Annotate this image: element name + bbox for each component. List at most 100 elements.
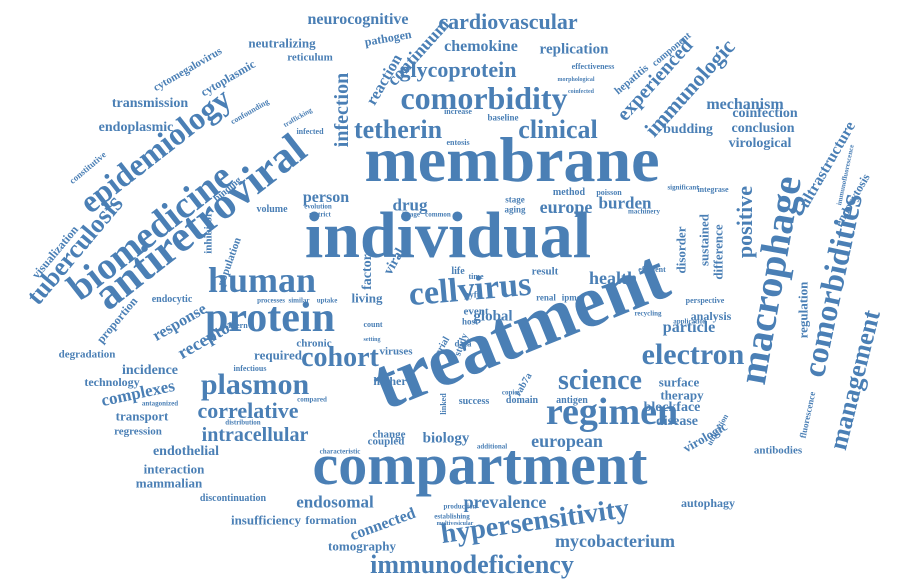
word-positive: positive	[732, 185, 757, 259]
word-disorder: disorder	[673, 226, 689, 274]
word-discontinuation: discontinuation	[199, 493, 267, 504]
word-endosomal: endosomal	[296, 492, 374, 512]
word-tomography: tomography	[328, 538, 396, 554]
word-difference: difference	[710, 224, 726, 280]
word-coinfection: coinfection	[732, 106, 798, 121]
word-application: application	[673, 317, 707, 326]
word-domain: domain	[505, 395, 539, 406]
word-setting: setting	[363, 337, 381, 343]
word-change: change	[372, 428, 406, 441]
word-required: required	[254, 347, 302, 363]
word-neurocognitive: neurocognitive	[307, 11, 409, 28]
word-linked: linked	[439, 393, 448, 415]
word-renal: renal	[536, 292, 556, 303]
word-antagonized: antagonized	[141, 399, 179, 408]
word-transmission: transmission	[111, 96, 189, 111]
word-volume: volume	[256, 204, 288, 215]
word-entosis: entosis	[446, 138, 470, 147]
word-common: common	[425, 210, 451, 219]
word-replication: replication	[539, 41, 609, 58]
word-copies: copies	[501, 388, 521, 397]
word-poisson: poisson	[596, 188, 622, 197]
word-analysis: analysis	[690, 309, 732, 323]
word-mycobacterium: mycobacterium	[555, 531, 675, 551]
word-processes: processes	[257, 296, 285, 305]
word-science: science	[558, 365, 642, 396]
word-disease: disease	[656, 414, 698, 429]
word-perspective: perspective	[685, 296, 725, 305]
word-method: method	[552, 187, 586, 198]
word-ipmcs: ipmcs	[561, 292, 585, 303]
word-incidence: incidence	[122, 363, 178, 378]
word-therapy: therapy	[660, 387, 704, 403]
word-membrane: membrane	[364, 124, 660, 195]
word-interaction: interaction	[143, 461, 205, 477]
word-infectious: infectious	[233, 364, 267, 373]
word-intracellular: intracellular	[201, 424, 309, 446]
word-result: result	[531, 265, 559, 278]
word-characteristic: characteristic	[319, 447, 361, 456]
word-data: data	[454, 338, 472, 349]
word-additional: additional	[476, 442, 508, 451]
word-distribution: distribution	[225, 418, 261, 427]
word-infected: infected	[296, 127, 324, 136]
word-endocytic: endocytic	[151, 294, 193, 305]
word-endothelial: endothelial	[152, 444, 220, 459]
word-formation: formation	[305, 513, 357, 527]
word-evolution: evolution	[304, 202, 332, 211]
word-antigen: antigen	[556, 395, 588, 406]
word-morphological: morphological	[557, 77, 595, 83]
word-success: success	[458, 396, 490, 407]
word-count: count	[363, 320, 383, 329]
word-antibodies: antibodies	[753, 444, 803, 457]
word-time: time	[468, 272, 484, 281]
word-insufficiency: insufficiency	[230, 512, 302, 528]
word-trafficking: trafficking	[281, 106, 314, 130]
word-prevalence: prevalence	[463, 492, 547, 512]
word-global: global	[473, 308, 513, 325]
word-similar: similar	[288, 296, 310, 305]
word-burden: burden	[598, 193, 652, 213]
word-establishing: establishing	[434, 512, 470, 521]
word-efficient: efficient	[638, 265, 666, 274]
word-image: image	[402, 210, 420, 219]
word-higher: higher	[373, 374, 407, 388]
word-living: living	[351, 290, 383, 306]
word-baseline: baseline	[487, 112, 519, 123]
word-inhibitor: inhibitor	[202, 212, 215, 254]
word-effectiveness: effectiveness	[571, 62, 615, 71]
word-correlative: correlative	[197, 398, 299, 423]
word-cardiovascular: cardiovascular	[438, 9, 578, 34]
word-production: production	[443, 502, 477, 511]
word-aging: aging	[504, 204, 526, 215]
word-drug: drug	[392, 195, 428, 215]
word-stage: stage	[505, 194, 525, 205]
word-neutralizing: neutralizing	[248, 35, 316, 51]
word-mechanism: mechanism	[706, 96, 784, 113]
word-plasmon: plasmon	[200, 368, 310, 401]
word-particle: particle	[662, 319, 716, 336]
word-europe: europe	[539, 197, 593, 217]
word-life: life	[451, 266, 465, 277]
word-machinery: machinery	[628, 207, 660, 216]
word-comorbidity: comorbidity	[400, 80, 568, 116]
word-coupled: coupled	[367, 435, 405, 448]
word-coinfected: coinfected	[568, 89, 594, 95]
word-virological: virological	[728, 136, 792, 151]
word-transport: transport	[115, 408, 169, 424]
word-endoplasmic: endoplasmic	[98, 120, 174, 135]
word-reticulum: reticulum	[287, 51, 333, 64]
word-viruses: viruses	[379, 345, 413, 358]
word-immunodeficiency: immunodeficiency	[370, 550, 574, 579]
word-increase: increase	[444, 107, 472, 116]
word-sustained: sustained	[696, 213, 712, 267]
word-tetherin: tetherin	[353, 115, 443, 144]
word-person: person	[302, 189, 350, 206]
word-regimen: regimen	[545, 391, 679, 433]
word-regression: regression	[114, 425, 162, 438]
word-uptake: uptake	[316, 296, 338, 305]
word-pathogen: pathogen	[363, 26, 413, 50]
word-pattern: pattern	[222, 321, 248, 330]
word-regulation: regulation	[795, 281, 811, 339]
word-biology: biology	[422, 430, 470, 447]
